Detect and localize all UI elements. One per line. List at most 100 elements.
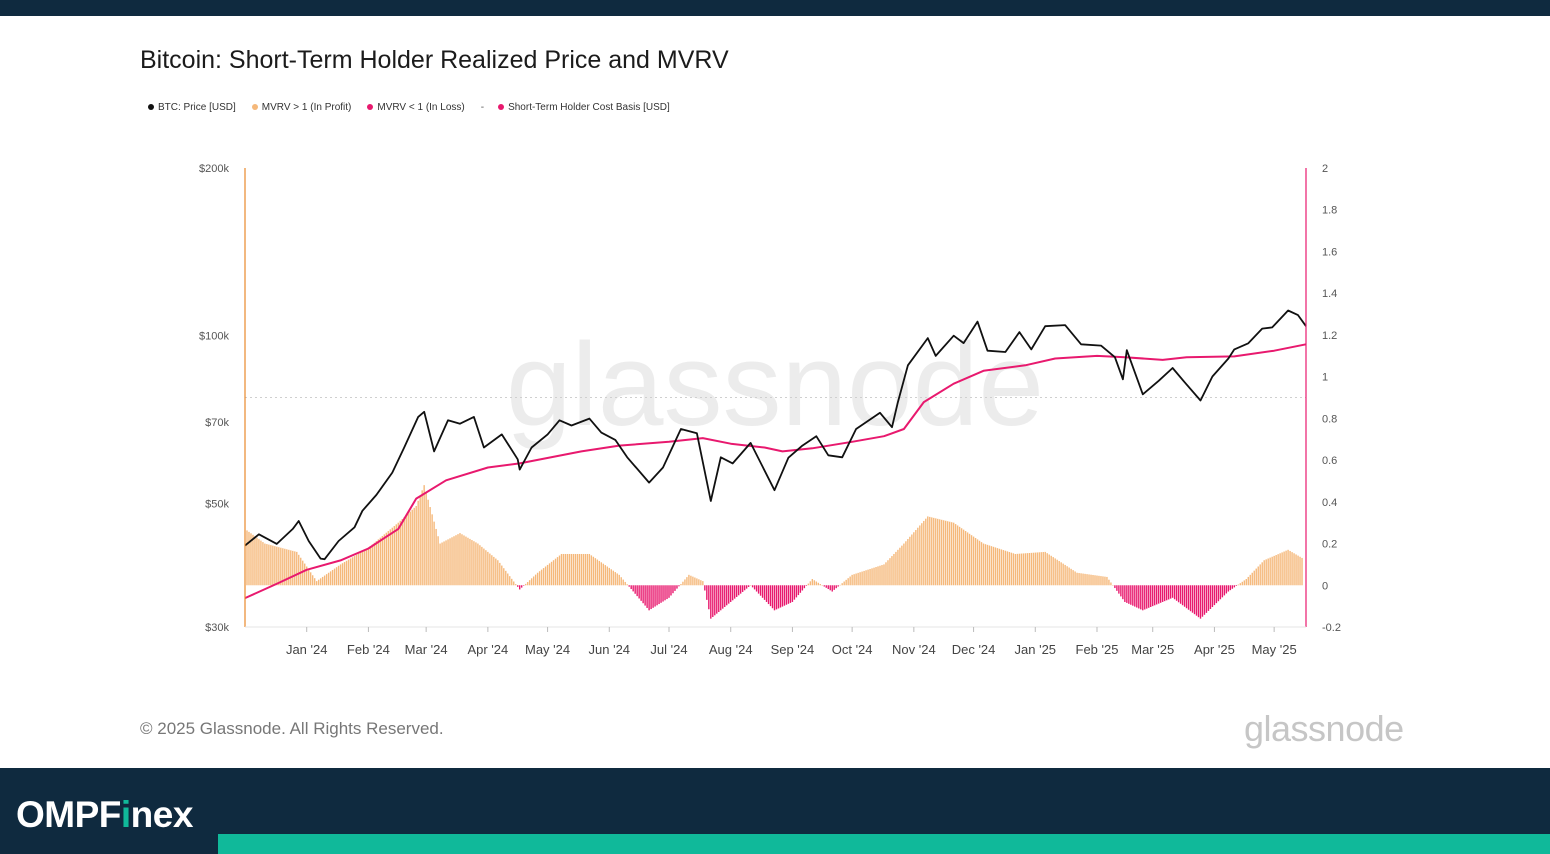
- mvrv-bar-loss: [823, 585, 825, 587]
- mvrv-bar-loss: [825, 585, 827, 588]
- mvrv-bar-profit: [686, 577, 688, 586]
- mvrv-bar-loss: [755, 585, 758, 592]
- mvrv-bar-profit: [377, 539, 380, 586]
- mvrv-bar-profit: [851, 574, 853, 586]
- mvrv-bar-profit: [817, 582, 819, 586]
- mvrv-bar-profit: [576, 553, 579, 586]
- mvrv-bar-profit: [393, 526, 395, 586]
- legend-item-price[interactable]: BTC: Price [USD]: [148, 102, 236, 113]
- mvrv-bar-profit: [1098, 575, 1100, 586]
- mvrv-bar-loss: [714, 585, 716, 616]
- mvrv-bar-profit: [530, 578, 533, 586]
- mvrv-bar-profit: [988, 545, 991, 586]
- mvrv-bar-profit: [260, 540, 262, 586]
- mvrv-bar-profit: [986, 544, 989, 586]
- y-right-tick-label: -0.2: [1322, 622, 1341, 634]
- mvrv-bar-loss: [733, 585, 736, 599]
- mvrv-bar-profit: [927, 516, 929, 586]
- mvrv-bar-profit: [540, 569, 543, 586]
- mvrv-bar-profit: [871, 568, 873, 586]
- mvrv-bar-profit: [1285, 550, 1287, 586]
- mvrv-bar-profit: [845, 579, 847, 586]
- mvrv-bar-profit: [923, 520, 925, 586]
- mvrv-bar-profit: [554, 558, 557, 586]
- mvrv-bar-profit: [341, 563, 344, 586]
- mvrv-bar-profit: [421, 490, 423, 586]
- mvrv-bar-loss: [781, 585, 784, 607]
- mvrv-bar-profit: [491, 555, 493, 586]
- mvrv-bar-loss: [632, 585, 634, 592]
- ompfinex-logo[interactable]: OMPFinex: [16, 794, 193, 836]
- mvrv-bar-profit: [616, 573, 618, 586]
- mvrv-bar-loss: [636, 585, 638, 597]
- mvrv-bar-loss: [1199, 585, 1202, 619]
- footer-stripe: [218, 834, 1550, 854]
- mvrv-bar-profit: [550, 561, 553, 586]
- mvrv-bar-loss: [656, 585, 658, 606]
- mvrv-bar-profit: [690, 575, 692, 586]
- mvrv-bar-profit: [887, 560, 889, 586]
- mvrv-bar-loss: [1213, 585, 1216, 606]
- mvrv-bar-profit: [903, 543, 905, 586]
- mvrv-bar-profit: [1096, 575, 1098, 586]
- mvrv-bar-loss: [628, 585, 630, 587]
- mvrv-bar-profit: [604, 565, 606, 586]
- mvrv-bar-profit: [1283, 551, 1285, 586]
- mvrv-bar-profit: [692, 576, 694, 586]
- mvrv-bar-profit: [323, 575, 326, 586]
- mvrv-bar-profit: [1004, 550, 1007, 586]
- mvrv-bar-profit: [515, 584, 517, 586]
- mvrv-bar-profit: [915, 529, 917, 586]
- mvrv-bar-loss: [1156, 585, 1158, 605]
- x-tick-label: May '24: [525, 642, 570, 657]
- mvrv-bar-profit: [1293, 553, 1295, 586]
- mvrv-bar-profit: [447, 539, 449, 586]
- mvrv-bar-loss: [1183, 585, 1186, 607]
- mvrv-bar-profit: [853, 574, 855, 586]
- mvrv-bar-profit: [1000, 549, 1003, 586]
- mvrv-bar-profit: [1054, 558, 1056, 586]
- glassnode-wordmark[interactable]: glassnode: [1244, 708, 1404, 749]
- mvrv-bar-profit: [280, 547, 282, 586]
- mvrv-bar-loss: [517, 585, 519, 587]
- mvrv-bar-loss: [761, 585, 764, 598]
- mvrv-bar-profit: [282, 548, 284, 586]
- mvrv-bar-loss: [666, 585, 668, 600]
- mvrv-bar-loss: [801, 585, 804, 591]
- mvrv-bar-loss: [718, 585, 720, 612]
- mvrv-bar-loss: [785, 585, 788, 605]
- mvrv-bar-profit: [1090, 574, 1092, 586]
- legend-item-mvrv-profit[interactable]: MVRV > 1 (In Profit): [251, 102, 351, 113]
- mvrv-bar-profit: [1112, 585, 1114, 586]
- mvrv-bar-loss: [1126, 585, 1128, 603]
- mvrv-bar-profit: [431, 514, 433, 586]
- legend-item-cost-basis[interactable]: Short-Term Holder Cost Basis [USD]: [498, 102, 670, 113]
- mvrv-bar-profit: [1038, 552, 1040, 586]
- mvrv-bar-profit: [317, 579, 320, 586]
- mvrv-bar-profit: [815, 581, 818, 586]
- mvrv-bar-loss: [1187, 585, 1190, 610]
- top-bar: [0, 0, 1550, 16]
- mvrv-bar-profit: [385, 532, 388, 586]
- mvrv-bar-loss: [716, 585, 718, 614]
- mvrv-bar-profit: [564, 553, 567, 586]
- mvrv-bar-profit: [1052, 557, 1054, 586]
- mvrv-bar-loss: [660, 585, 662, 603]
- mvrv-bar-profit: [857, 572, 859, 586]
- mvrv-bar-loss: [1181, 585, 1184, 606]
- mvrv-bar-loss: [771, 585, 774, 609]
- mvrv-bar-profit: [570, 553, 573, 586]
- mvrv-bar-profit: [1104, 576, 1106, 586]
- mvrv-bar-profit: [1050, 555, 1052, 586]
- legend-item-mvrv-loss[interactable]: MVRV < 1 (In Loss): [367, 102, 465, 113]
- mvrv-bar-profit: [337, 565, 340, 586]
- mvrv-bar-profit: [333, 568, 336, 586]
- mvrv-bar-profit: [1273, 555, 1275, 586]
- mvrv-bar-profit: [548, 563, 551, 586]
- mvrv-bar-loss: [676, 585, 678, 589]
- mvrv-bar-profit: [1251, 572, 1253, 586]
- mvrv-bar-profit: [1046, 553, 1048, 586]
- mvrv-bar-profit: [544, 566, 547, 586]
- mvrv-bar-loss: [737, 585, 740, 596]
- mvrv-bar-profit: [391, 527, 394, 586]
